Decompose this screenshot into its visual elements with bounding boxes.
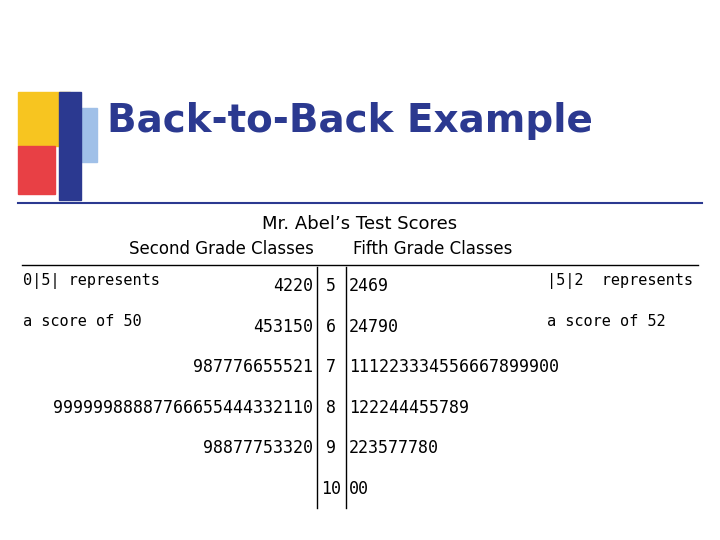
Text: Fifth Grade Classes: Fifth Grade Classes xyxy=(353,240,512,259)
Text: 2469: 2469 xyxy=(349,277,390,295)
Bar xyxy=(18,146,55,194)
Text: 453150: 453150 xyxy=(253,318,313,336)
Text: 122244455789: 122244455789 xyxy=(349,399,469,417)
Text: 7: 7 xyxy=(326,358,336,376)
Text: 24790: 24790 xyxy=(349,318,399,336)
Text: Second Grade Classes: Second Grade Classes xyxy=(129,240,314,259)
Text: 00: 00 xyxy=(349,480,369,498)
Bar xyxy=(59,92,81,200)
Text: 9: 9 xyxy=(326,439,336,457)
Text: 0|5| represents: 0|5| represents xyxy=(23,273,160,289)
Text: 98877753320: 98877753320 xyxy=(203,439,313,457)
Bar xyxy=(18,92,70,146)
Text: a score of 52: a score of 52 xyxy=(547,314,666,329)
Text: 8: 8 xyxy=(326,399,336,417)
Text: 6: 6 xyxy=(326,318,336,336)
Text: a score of 50: a score of 50 xyxy=(23,314,142,329)
Text: |5|2  represents: |5|2 represents xyxy=(547,273,693,289)
Text: 111223334556667899900: 111223334556667899900 xyxy=(349,358,559,376)
Text: 5: 5 xyxy=(326,277,336,295)
Text: 10: 10 xyxy=(321,480,341,498)
Text: 99999988887766655444332110: 99999988887766655444332110 xyxy=(53,399,313,417)
Bar xyxy=(79,108,97,162)
Text: Back-to-Back Example: Back-to-Back Example xyxy=(107,103,593,140)
Text: 4220: 4220 xyxy=(273,277,313,295)
Text: Mr. Abel’s Test Scores: Mr. Abel’s Test Scores xyxy=(262,215,458,233)
Text: 987776655521: 987776655521 xyxy=(193,358,313,376)
Text: 223577780: 223577780 xyxy=(349,439,439,457)
